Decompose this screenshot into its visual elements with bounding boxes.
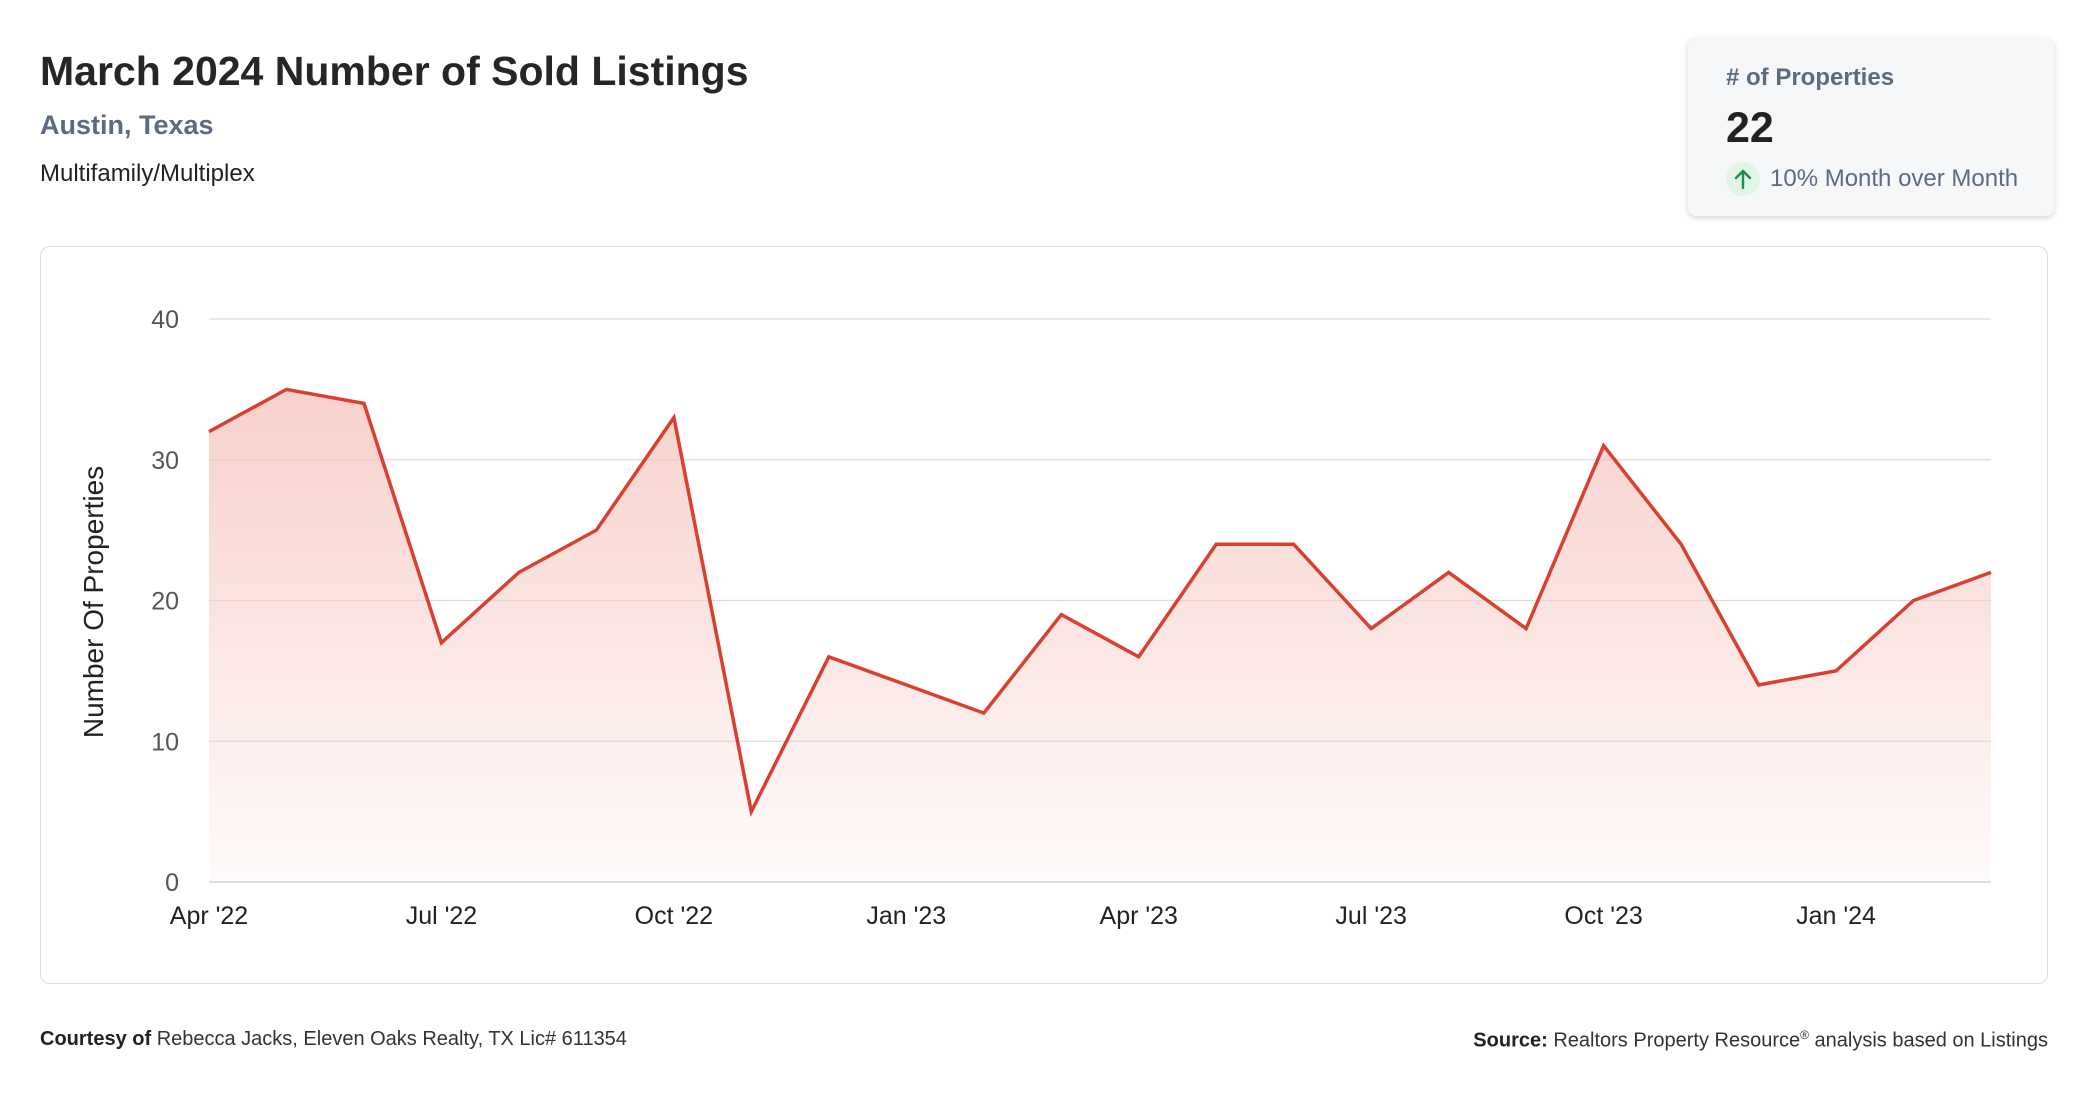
kpi-value: 22 xyxy=(1726,104,1774,152)
kpi-change: 10% Month over Month xyxy=(1726,162,2018,196)
courtesy-label: Courtesy of xyxy=(40,1028,152,1050)
x-tick-label: Jul '22 xyxy=(406,902,477,930)
series-line xyxy=(208,387,1992,817)
x-tick-label: Jul '23 xyxy=(1335,902,1406,930)
y-tick-label: 30 xyxy=(151,447,179,475)
sold-listings-chart: 0 10 20 30 40 Apr '22 Jul '22 Oct '22 Jan '23 Ap… xyxy=(78,306,1992,930)
registered-mark: ® xyxy=(1800,1028,1809,1042)
kpi-label: # of Properties xyxy=(1726,64,1895,91)
chart-frame: 0 10 20 30 40 Apr '22 Jul '22 Oct '22 Jan '23 Ap… xyxy=(40,246,2048,984)
x-tick-label: Oct '22 xyxy=(635,902,713,930)
page-title: March 2024 Number of Sold Listings xyxy=(40,48,749,94)
y-tick-label: 10 xyxy=(151,728,179,756)
arrow-up-icon xyxy=(1726,162,1760,196)
kpi-card: # of Properties 22 10% Month over Month xyxy=(1688,38,2054,216)
x-tick-label: Jan '24 xyxy=(1796,902,1876,930)
y-tick-label: 20 xyxy=(151,588,179,616)
y-tick-label: 40 xyxy=(151,306,179,334)
source-text: Realtors Property Resource xyxy=(1553,1029,1801,1052)
x-tick-label: Oct '23 xyxy=(1564,902,1642,930)
courtesy-text: Rebecca Jacks, Eleven Oaks Realty, TX Li… xyxy=(156,1028,627,1050)
x-tick-label: Apr '22 xyxy=(170,902,248,930)
location-subtitle: Austin, Texas xyxy=(40,110,214,140)
y-tick-label: 0 xyxy=(165,869,179,897)
x-tick-label: Jan '23 xyxy=(866,902,946,930)
kpi-change-text: 10% Month over Month xyxy=(1770,165,2019,192)
series-area xyxy=(209,389,1991,882)
x-tick-label: Apr '23 xyxy=(1100,902,1178,930)
property-category: Multifamily/Multiplex xyxy=(40,160,255,187)
source-footer: Source: Realtors Property Resource® anal… xyxy=(1473,1028,2048,1053)
y-axis-label: Number Of Properties xyxy=(78,466,109,738)
source-label: Source: xyxy=(1473,1029,1548,1052)
source-suffix: analysis based on Listings xyxy=(1814,1029,2048,1052)
courtesy-footer: Courtesy of Rebecca Jacks, Eleven Oaks R… xyxy=(40,1028,627,1051)
